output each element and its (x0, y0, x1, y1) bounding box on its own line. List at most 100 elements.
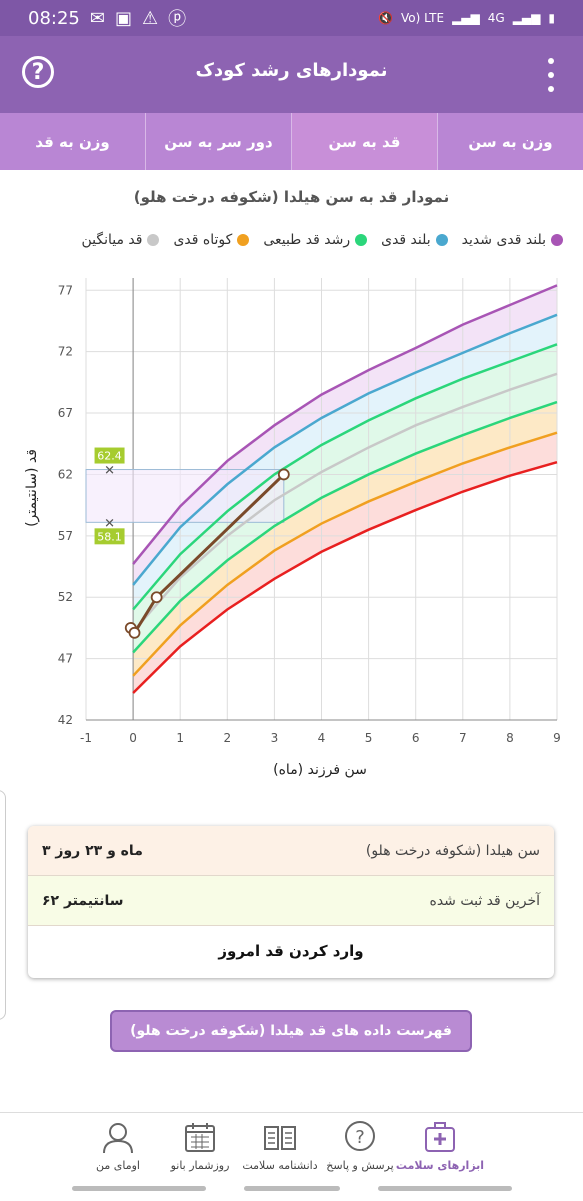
gesture-bar-center (244, 1186, 340, 1191)
height-value: ۶۲ سانتیمتر (42, 892, 124, 909)
reference-curve (132, 372, 558, 633)
age-value: ۳ ماه و ۲۳ روز (42, 842, 143, 859)
reference-curve (132, 284, 558, 565)
band-fill (133, 402, 557, 676)
reference-curve (132, 460, 558, 694)
band-fill (133, 373, 557, 653)
x-tick-label: 4 (318, 731, 326, 745)
y-tick-label: 57 (58, 529, 73, 543)
legend-item[interactable]: بلند قدی شدید (462, 232, 563, 248)
legend-dot-icon (551, 234, 563, 246)
status-time: 08:25 (28, 7, 80, 29)
marker-label: 62.4 (97, 450, 122, 463)
nav-profile[interactable]: اومای من (63, 1119, 173, 1172)
x-tick-label: 2 (223, 731, 231, 745)
reference-curve (132, 431, 558, 677)
x-tick-label: 5 (365, 731, 373, 745)
warning-icon: ⚠ (141, 7, 159, 29)
y-tick-label: 77 (58, 283, 73, 297)
legend-dot-icon (355, 234, 368, 246)
y-tick-label: 42 (58, 713, 73, 727)
child-data-point (150, 591, 163, 604)
legend-label: بلند قدی (381, 232, 431, 248)
mail-icon: ✉ (89, 7, 105, 29)
band-fill (133, 344, 557, 632)
nav-label: روزشمار بانو (170, 1159, 230, 1172)
chart-tabs: وزن به سن قد به سن دور سر به سن وزن به ق… (0, 113, 583, 170)
reference-curve (132, 400, 558, 654)
signal-icon-2: ▂▄▆ (512, 11, 541, 25)
medical-kit-icon (425, 1122, 455, 1152)
band-fill (133, 432, 557, 693)
nav-label: ابزارهای سلامت (395, 1159, 485, 1172)
x-tick-label: 8 (506, 731, 514, 745)
book-icon (264, 1126, 296, 1150)
gesture-bar-left (72, 1186, 206, 1191)
age-label: سن هیلدا (شکوفه درخت هلو) (365, 842, 540, 859)
legend-item[interactable]: بلند قدی (381, 232, 448, 248)
y-tick-label: 62 (58, 467, 73, 481)
band-fill (133, 285, 557, 585)
height-label: آخرین قد ثبت شده (429, 892, 541, 909)
overflow-menu-icon[interactable] (547, 58, 555, 92)
x-tick-label: 6 (412, 731, 420, 745)
height-row: ۶۲ سانتیمتر آخرین قد ثبت شده (28, 876, 554, 926)
status-bar: 08:25 ✉ ▣ ⚠ ⓟ 🔇 Vo) LTE ▂▄▆ 4G ▂▄▆ ▮ (0, 0, 583, 36)
reference-curve (132, 343, 558, 611)
enter-height-button[interactable]: وارد کردن قد امروز (218, 942, 364, 960)
summary-card: ۳ ماه و ۲۳ روز سن هیلدا (شکوفه درخت هلو)… (28, 826, 554, 978)
legend-item[interactable]: کوتاه قدی (173, 232, 250, 248)
child-data-point (128, 626, 141, 639)
nav-label: پرسش و پاسخ (326, 1159, 394, 1172)
legend-item[interactable]: قد میانگین (81, 232, 160, 248)
legend-label: قد میانگین (81, 232, 143, 248)
app-bar: ? نمودارهای رشد کودک (0, 36, 583, 113)
marker-cross-icon: ✕ (104, 464, 115, 479)
legend-label: بلند قدی شدید (461, 232, 546, 248)
nav-health-tools[interactable]: ابزارهای سلامت (385, 1119, 495, 1172)
x-tick-label: 7 (459, 731, 467, 745)
pinterest-icon: ⓟ (168, 9, 187, 30)
signal-icon: ▂▄▆ (452, 11, 480, 25)
page-title: نمودارهای رشد کودک (195, 60, 388, 81)
x-axis-label: سن فرزند (ماه) (273, 762, 367, 778)
nav-questions[interactable]: ? پرسش و پاسخ (305, 1119, 415, 1172)
battery-icon: ▮ (548, 11, 555, 25)
network-label: Vo) LTE (401, 11, 445, 25)
nav-label: اومای من (96, 1159, 140, 1172)
nav-label: دانشنامه سلامت (242, 1159, 318, 1172)
chart-legend: بلند قدی شدید بلند قدی رشد قد طبیعی کوتا… (8, 232, 563, 248)
legend-label: کوتاه قدی (173, 232, 233, 248)
tab-height-for-age[interactable]: قد به سن (291, 113, 437, 170)
nav-encyclopedia[interactable]: دانشنامه سلامت (225, 1119, 335, 1172)
svg-text:?: ? (355, 1127, 365, 1148)
gesture-bar-right (378, 1186, 512, 1191)
calendar-icon (185, 1123, 215, 1152)
side-drawer-handle[interactable] (0, 790, 6, 1020)
y-tick-label: 52 (58, 590, 73, 604)
y-tick-label: 72 (58, 345, 73, 359)
reference-curve (132, 313, 558, 586)
tab-weight-for-age[interactable]: وزن به سن (437, 113, 583, 170)
height-list-button[interactable]: فهرست داده های قد هیلدا (شکوفه درخت هلو) (110, 1010, 472, 1052)
tab-head-circumference[interactable]: دور سر به سن (145, 113, 291, 170)
mute-icon: 🔇 (378, 11, 394, 25)
legend-label: رشد قد طبیعی (263, 232, 351, 248)
marker-badge (94, 447, 125, 464)
highlight-range (85, 469, 285, 523)
nav-calendar[interactable]: روزشمار بانو (145, 1119, 255, 1172)
x-tick-label: 3 (271, 731, 279, 745)
legend-item[interactable]: رشد قد طبیعی (263, 232, 368, 248)
tab-weight-for-height[interactable]: وزن به قد (35, 132, 110, 151)
help-icon[interactable]: ? (22, 56, 54, 88)
child-data-point (277, 468, 290, 481)
x-tick-label: 0 (129, 731, 137, 745)
x-tick-label: -1 (80, 731, 92, 745)
image-icon: ▣ (114, 7, 132, 29)
legend-dot-icon (147, 234, 160, 246)
marker-label: 58.1 (97, 530, 122, 543)
question-bubble-icon: ? (345, 1121, 375, 1151)
age-row: ۳ ماه و ۲۳ روز سن هیلدا (شکوفه درخت هلو) (28, 826, 554, 876)
marker-badge (94, 528, 125, 545)
